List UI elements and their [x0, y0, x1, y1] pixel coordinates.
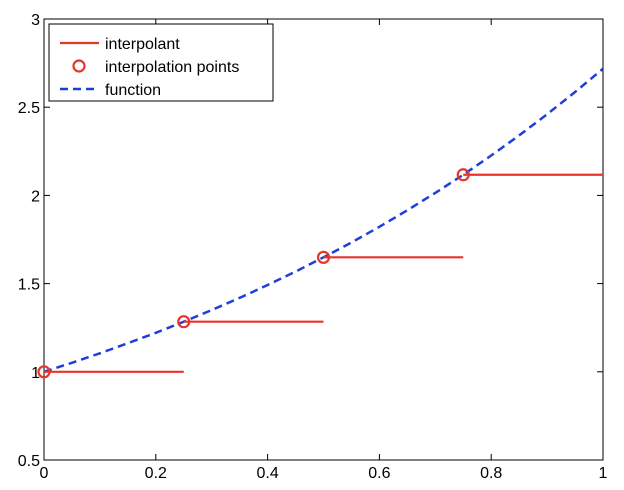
x-tick-label: 0.2 [145, 465, 167, 482]
legend-label: interpolant [105, 36, 180, 53]
y-tick-label: 2 [31, 188, 40, 205]
y-tick-label: 3 [31, 12, 40, 29]
axis-ticks: 0 0.2 0.4 0.6 0.8 1 0.5 1 1.5 2 2.5 3 [18, 12, 608, 482]
y-tick-label: 1 [31, 365, 40, 382]
interpolation-point [37, 365, 51, 379]
x-tick-label: 0.6 [368, 465, 390, 482]
legend-label: function [105, 82, 161, 99]
x-tick-label: 0.8 [480, 465, 502, 482]
x-tick-label: 0 [40, 465, 49, 482]
interpolation-point [177, 315, 191, 329]
y-tick-label: 1.5 [18, 277, 40, 294]
x-tick-label: 1 [599, 465, 608, 482]
interpolation-point [456, 168, 470, 182]
legend-label: interpolation points [105, 59, 239, 76]
y-tick-label: 2.5 [18, 100, 40, 117]
y-tick-label: 0.5 [18, 453, 40, 470]
series-layer [37, 67, 604, 379]
legend-swatch-points [72, 59, 86, 73]
legend: interpolant interpolation points function [48, 23, 274, 102]
x-tick-label: 0.4 [256, 465, 278, 482]
interpolation-point [316, 250, 331, 264]
